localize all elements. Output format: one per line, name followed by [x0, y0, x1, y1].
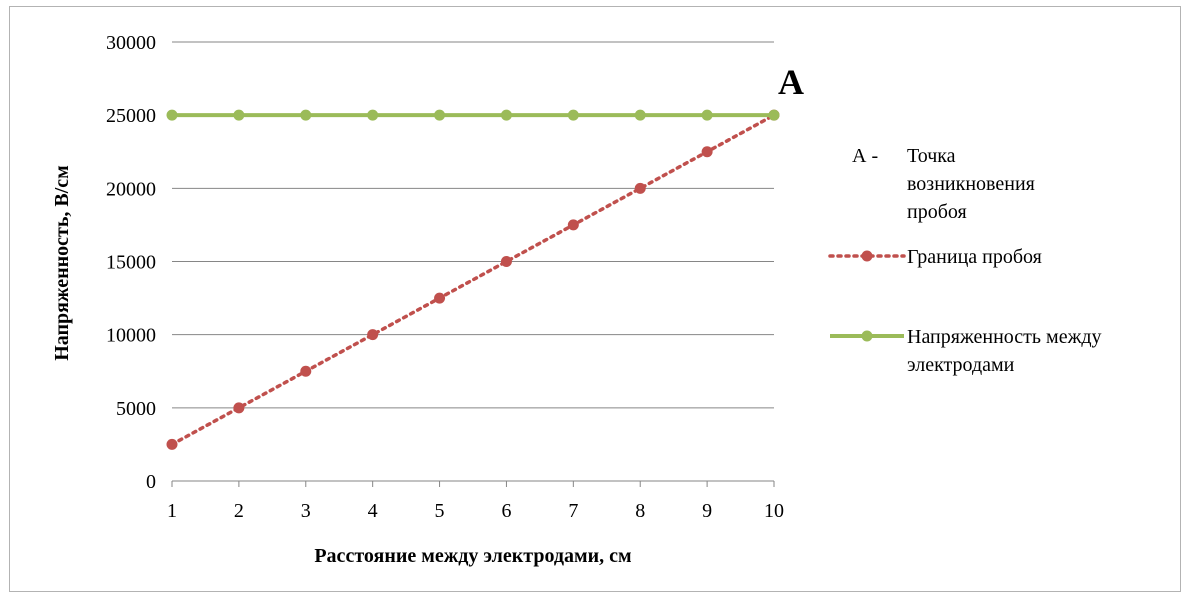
data-point — [500, 109, 512, 121]
legend: А - Точка возникновения пробоя Граница п… — [828, 145, 1102, 376]
data-point — [634, 182, 646, 194]
data-point — [300, 365, 312, 377]
data-point — [434, 109, 446, 121]
y-tick-label: 15000 — [106, 252, 156, 274]
annotation-point-label: A — [778, 62, 804, 102]
legend-note-line: пробоя — [907, 201, 967, 223]
data-point — [367, 109, 379, 121]
series-1 — [166, 109, 780, 121]
x-tick-label: 5 — [435, 500, 445, 522]
y-axis-ticks: 0 5000 10000 15000 20000 25000 30000 — [106, 32, 156, 493]
x-tick-label: 3 — [301, 500, 311, 522]
x-tick-label: 1 — [167, 500, 177, 522]
x-tick-label: 4 — [368, 500, 378, 522]
x-tick-label: 2 — [234, 500, 244, 522]
x-axis-ticks: 1 2 3 4 5 6 7 8 9 10 — [167, 481, 784, 522]
legend-entry-field-strength: Напряженность между электродами — [830, 326, 1102, 376]
data-point — [768, 109, 780, 121]
data-point — [233, 109, 245, 121]
legend-swatch-marker — [861, 250, 873, 262]
y-tick-label: 25000 — [106, 105, 156, 127]
data-point — [166, 438, 178, 450]
x-tick-label: 8 — [635, 500, 645, 522]
data-point — [567, 109, 579, 121]
series-0 — [166, 109, 780, 450]
legend-label: Граница пробоя — [907, 246, 1042, 268]
x-tick-label: 6 — [501, 500, 511, 522]
legend-label: Напряженность между — [907, 326, 1102, 348]
legend-note-key: А - — [852, 145, 878, 167]
x-tick-label: 10 — [764, 500, 784, 522]
data-point — [701, 109, 713, 121]
legend-swatch-marker — [861, 330, 873, 342]
y-tick-label: 20000 — [106, 178, 156, 200]
y-axis-title: Напряженность, В/см — [51, 165, 73, 361]
data-point — [701, 146, 713, 158]
legend-label: электродами — [907, 354, 1015, 376]
data-point — [300, 109, 312, 121]
legend-note-line: возникновения — [907, 173, 1035, 195]
data-point — [434, 292, 446, 304]
data-point — [567, 219, 579, 231]
legend-entry-breakdown: Граница пробоя — [828, 246, 1042, 268]
data-point — [634, 109, 646, 121]
y-tick-label: 30000 — [106, 32, 156, 54]
x-tick-label: 9 — [702, 500, 712, 522]
x-tick-label: 7 — [568, 500, 578, 522]
y-tick-label: 5000 — [116, 398, 156, 420]
data-point — [367, 329, 379, 341]
y-tick-label: 10000 — [106, 325, 156, 347]
y-tick-label: 0 — [146, 471, 156, 493]
data-point — [166, 109, 178, 121]
gridlines — [172, 41, 774, 409]
chart-frame — [9, 6, 1181, 592]
data-point — [233, 402, 245, 414]
series-line — [170, 113, 776, 447]
legend-note: А - Точка возникновения пробоя — [852, 145, 1035, 223]
legend-note-line: Точка — [907, 145, 956, 167]
x-axis-title: Расстояние между электродами, см — [314, 545, 631, 567]
series-layer — [166, 109, 780, 450]
data-point — [500, 256, 512, 267]
